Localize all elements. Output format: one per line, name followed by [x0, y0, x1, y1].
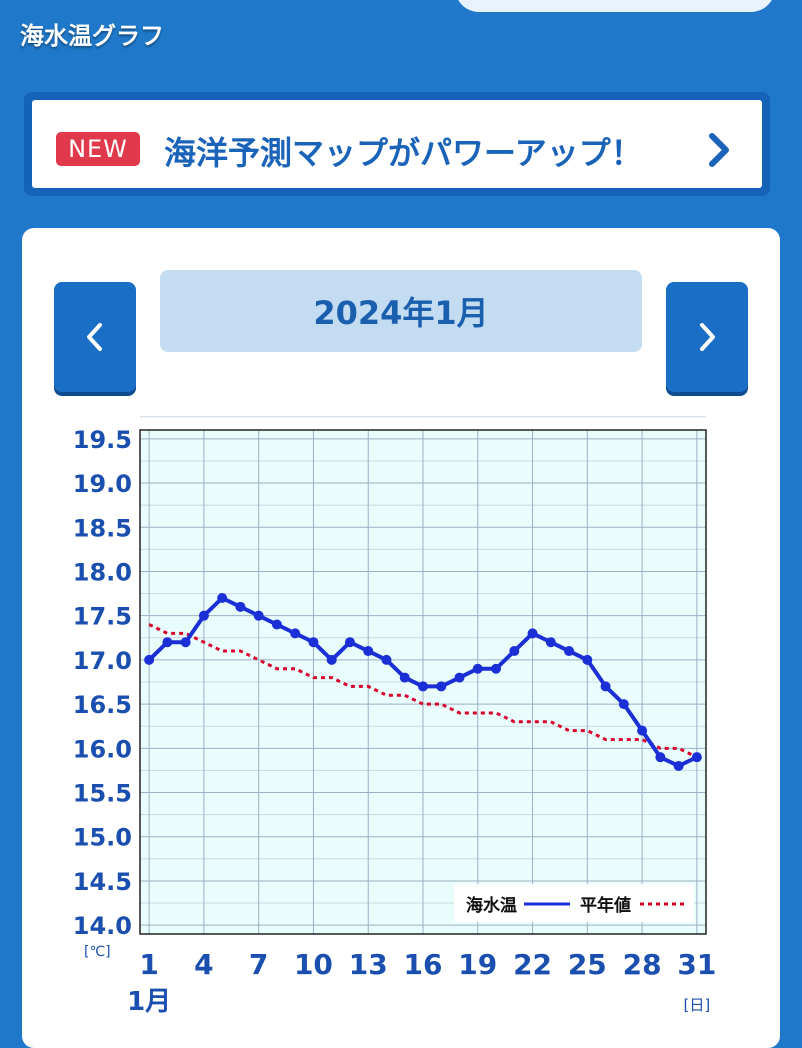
next-month-button[interactable]: [666, 282, 748, 392]
x-tick-label: 25: [568, 948, 607, 981]
sea-temp-point: [308, 637, 319, 648]
x-tick-label: 22: [513, 948, 552, 981]
sea-temp-point: [180, 637, 191, 648]
sea-temp-point: [436, 681, 447, 692]
sea-temp-point: [198, 610, 209, 621]
sea-temp-point: [162, 637, 173, 648]
sea-temp-point: [564, 646, 575, 657]
y-tick-label: 17.0: [73, 647, 132, 675]
new-badge: NEW: [56, 132, 140, 166]
x-tick-label: 13: [349, 948, 388, 981]
sea-temp-point: [253, 610, 264, 621]
sea-temp-point: [381, 654, 392, 665]
y-tick-label: 18.5: [73, 514, 132, 542]
y-tick-label: 16.5: [73, 691, 132, 719]
x-unit-label: [日]: [684, 996, 711, 1014]
x-tick-label: 31: [677, 948, 716, 981]
plot-border: [139, 429, 707, 935]
y-tick-label: 19.0: [73, 470, 132, 498]
sea-temp-point: [144, 654, 155, 665]
chevron-left-icon: [87, 323, 102, 351]
sea-temp-point: [600, 681, 611, 692]
sea-temp-point: [290, 628, 301, 639]
sea-temp-point: [399, 672, 410, 683]
announcement-banner[interactable]: NEW 海洋予測マップがパワーアップ！: [24, 92, 770, 196]
x-tick-label: 4: [194, 948, 213, 981]
chevron-right-icon: [700, 323, 715, 351]
section-title: 海水温グラフ: [20, 22, 164, 50]
x-tick-label: 1: [139, 948, 158, 981]
sea-temperature-chart: 14.0 14.5 15.0 15.5 16.0 16.5 17.0 17.5 18.0 18.5…: [73, 416, 716, 1017]
sea-temp-point: [637, 725, 648, 736]
y-tick-label: 15.5: [73, 780, 132, 808]
sea-temp-point: [454, 672, 465, 683]
y-tick-label: 15.0: [73, 824, 132, 852]
x-tick-label: 28: [623, 948, 662, 981]
legend-label-normal: 平年値: [580, 895, 631, 916]
y-tick-label: 14.5: [73, 868, 132, 896]
sea-temp-point: [271, 619, 282, 630]
x-tick-label: 16: [404, 948, 443, 981]
month-label: 2024年1月: [160, 270, 642, 352]
y-tick-label: 16.0: [73, 735, 132, 763]
sea-temp-point: [655, 752, 666, 763]
x-tick-label: 7: [249, 948, 268, 981]
banner-body[interactable]: NEW 海洋予測マップがパワーアップ！: [32, 100, 762, 188]
top-tab-pill: [455, 0, 775, 12]
sea-temp-point: [545, 637, 556, 648]
y-tick-label: 17.5: [73, 603, 132, 631]
chart-panel: 2024年1月 14.0 14.5 15.0 15.5 16.0 16.5 17.0 17.5…: [22, 228, 780, 1048]
chevron-right-icon: [709, 133, 729, 167]
prev-month-button[interactable]: [54, 282, 136, 392]
sea-temp-point: [472, 663, 483, 674]
series-normal-line: [148, 623, 698, 759]
sea-temp-point: [618, 699, 629, 710]
sea-temp-point: [217, 593, 228, 603]
x-tick-label: 10: [294, 948, 333, 981]
sea-temp-point: [326, 654, 337, 665]
y-tick-label: 18.0: [73, 558, 132, 586]
sea-temp-point: [235, 601, 246, 612]
banner-text: 海洋予測マップがパワーアップ！: [164, 134, 643, 172]
sea-temp-point: [582, 654, 593, 665]
sea-temp-point: [691, 752, 702, 763]
sea-temp-point: [527, 628, 538, 639]
sea-temp-point: [363, 646, 374, 657]
sea-temp-point: [418, 681, 428, 692]
sea-temp-point: [673, 761, 684, 771]
sea-temp-point: [509, 646, 520, 657]
y-tick-label: 19.5: [73, 426, 132, 454]
y-unit-label: [℃]: [84, 944, 111, 960]
x-tick-label: 19: [458, 948, 497, 981]
x-start-label: 1月: [127, 987, 171, 1017]
y-tick-label: 14.0: [73, 912, 132, 940]
legend-label-sea-temp: 海水温: [466, 895, 517, 916]
sea-temp-point: [344, 637, 355, 648]
legend-box: [454, 884, 694, 922]
sea-temp-point: [491, 663, 502, 674]
